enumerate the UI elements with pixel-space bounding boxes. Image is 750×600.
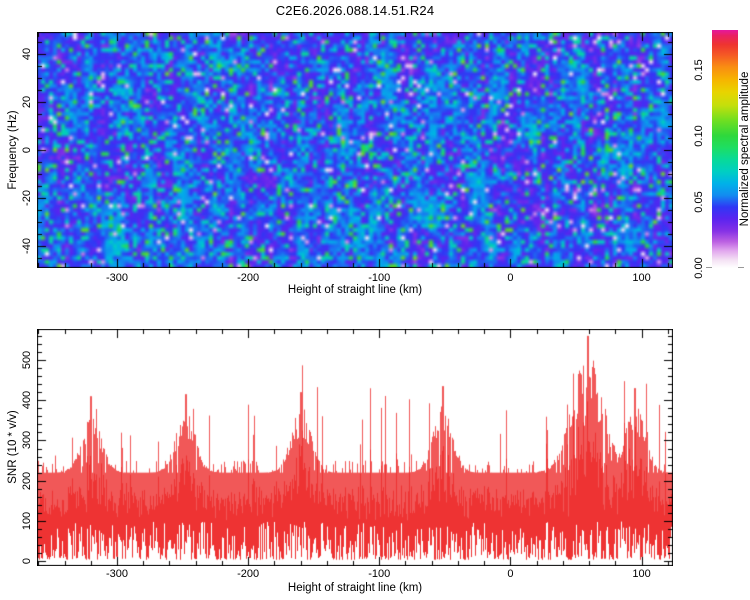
tick-label: 0 [507,272,514,284]
snr-y-axis-label: SNR (10 * v/v) [7,410,19,484]
tick-label: -300 [105,272,128,284]
tick-label: 100 [632,568,651,580]
tick-label: -100 [368,272,391,284]
colorbar [712,30,738,268]
spectrogram-y-axis-label: Frequency (Hz) [7,110,19,190]
tick-label: 0.05 [693,191,705,213]
tick-label: 300 [21,431,33,450]
spectrogram-x-axis-label: Height of straight line (km) [287,284,423,296]
colorbar-label: Normalized spectral amplitude [739,71,750,227]
tick-label: -20 [21,190,33,207]
tick-label: 0 [21,146,33,154]
spectrogram-heatmap-canvas [37,32,673,268]
tick-label: 0.15 [693,58,705,81]
tick-label: 0.10 [693,125,705,147]
spectrogram-plot [37,32,673,268]
figure-title: C2E6.2026.088.14.51.R24 [275,3,435,18]
tick-label: -200 [237,568,260,580]
tick-label: 0.00 [693,257,705,279]
tick-label: 0 [507,568,514,580]
tick-label: 0 [21,558,33,565]
tick-label: 40 [21,47,33,60]
tick-label: 100 [21,511,33,531]
tick-label: -200 [237,272,260,284]
tick-label: 400 [21,391,33,410]
colorbar-zero-tick [706,267,712,268]
tick-label: 100 [632,272,651,284]
tick-label: -300 [105,568,128,580]
colorbar-zero-tick-right [738,267,744,268]
tick-label: 500 [21,350,33,370]
tick-label: -100 [368,568,391,580]
snr-trace-canvas [37,329,673,566]
snr-x-axis-label: Height of straight line (km) [287,582,423,594]
snr-plot [37,329,673,566]
tick-label: -40 [21,238,33,255]
tick-label: 200 [21,471,33,490]
tick-label: 20 [21,95,33,108]
